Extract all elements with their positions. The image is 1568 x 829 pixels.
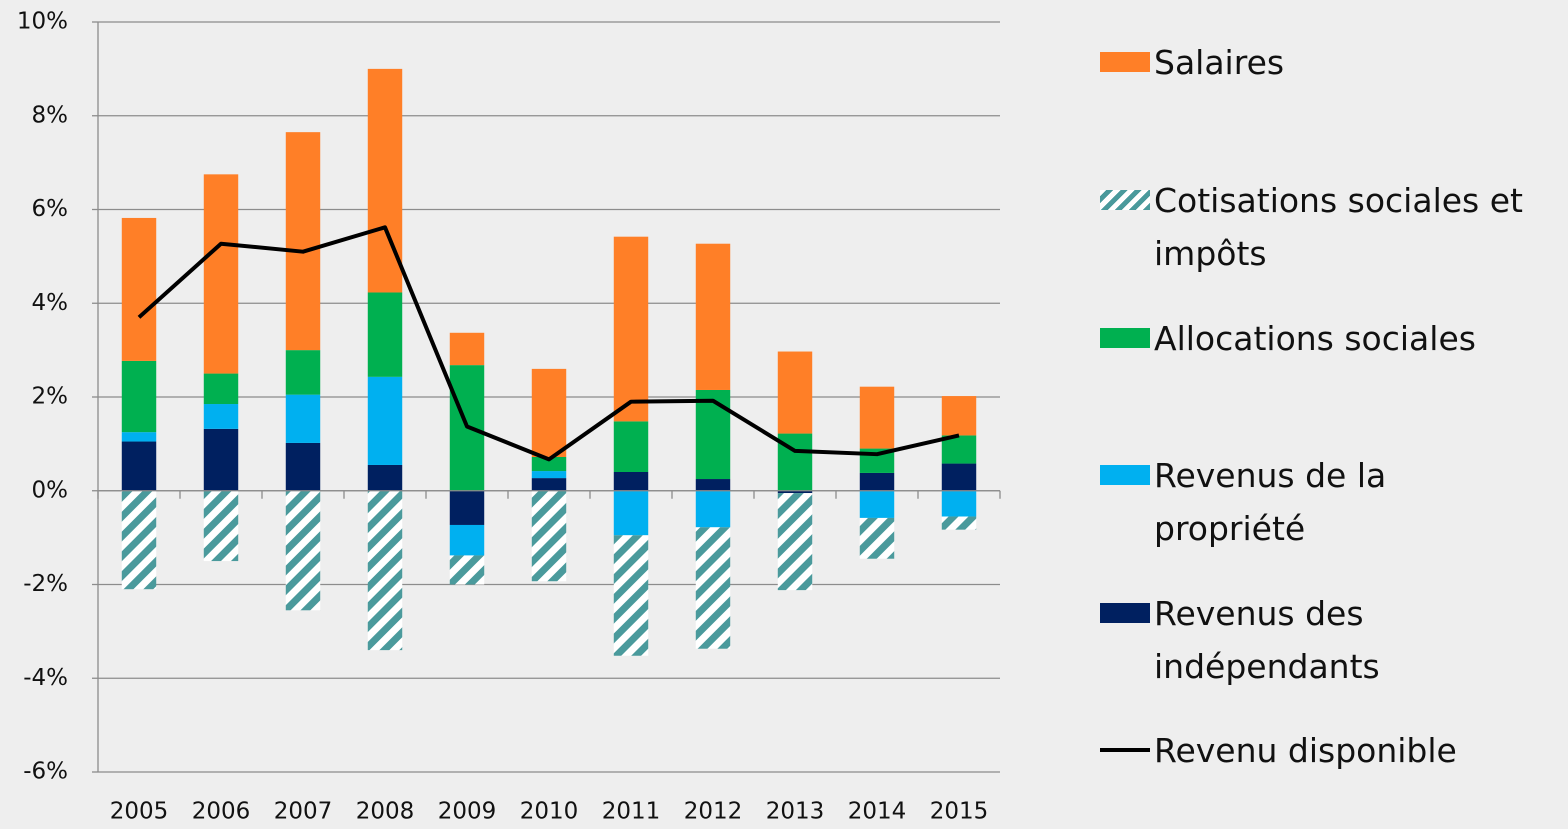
legend-entry: Revenus de la propriété <box>1100 449 1414 555</box>
bar-segment <box>121 432 157 442</box>
y-tick-label: 8% <box>32 102 69 128</box>
legend-entry: Revenu disponible <box>1100 724 1534 777</box>
bar-segment <box>531 368 567 457</box>
bar-segment <box>121 490 157 590</box>
x-tick-label: 2006 <box>192 799 251 825</box>
legend-entry: Cotisations sociales et impôts <box>1100 174 1554 280</box>
legend-label: Revenus de la propriété <box>1154 456 1387 548</box>
x-tick-label: 2009 <box>438 799 497 825</box>
legend-swatch <box>1100 52 1150 72</box>
bar-segment <box>777 351 813 434</box>
x-tick-label: 2015 <box>930 799 989 825</box>
bar-segment <box>531 490 567 582</box>
bar-segment <box>613 421 649 472</box>
legend-swatch <box>1100 190 1150 210</box>
bar-segment <box>941 516 977 530</box>
chart: -6% -4% -2% 0% 2% 4% 6% 8% 10% 2005 2006 2007 2008 20… <box>17 9 1001 825</box>
bar-segment <box>695 479 731 491</box>
bar-segment <box>367 376 403 465</box>
y-tick-label: 4% <box>32 290 69 316</box>
bar-segment <box>695 490 731 528</box>
bar-segment <box>859 517 895 559</box>
bar-segment <box>285 132 321 351</box>
bar-segment <box>203 373 239 405</box>
x-tick-label: 2008 <box>356 799 415 825</box>
x-tick-label: 2011 <box>602 799 661 825</box>
bar-segment <box>941 435 977 464</box>
bar-segment <box>613 236 649 422</box>
bar-segment <box>203 428 239 491</box>
x-tick-label: 2013 <box>766 799 825 825</box>
bar-segment <box>449 555 485 585</box>
y-tick-label: 2% <box>32 384 69 410</box>
bar-segment <box>777 493 813 591</box>
bar-segment <box>449 332 485 366</box>
legend-label: Revenus des indépendants <box>1154 594 1380 686</box>
legend-entry: Allocations sociales <box>1100 312 1534 365</box>
legend: Salaires Cotisations sociales et impôts Al… <box>1100 0 1568 829</box>
bar-segment <box>695 527 731 649</box>
legend-swatch <box>1100 603 1150 623</box>
legend-label: Salaires <box>1154 43 1285 82</box>
legend-swatch <box>1100 465 1150 485</box>
x-tick-label: 2007 <box>274 799 333 825</box>
bar-segment <box>367 292 403 377</box>
y-tick-label: -6% <box>23 759 68 785</box>
bar-segment <box>367 490 403 651</box>
bar-segment <box>285 394 321 443</box>
bar-segment <box>859 490 895 518</box>
bar-segment <box>695 243 731 390</box>
y-tick-label: 10% <box>17 9 68 35</box>
legend-label: Allocations sociales <box>1154 319 1476 358</box>
legend-label: Revenu disponible <box>1154 731 1457 770</box>
bar-segment <box>203 490 239 562</box>
line-series <box>137 225 960 462</box>
bar-segment <box>859 386 895 449</box>
bar-segment <box>941 490 977 517</box>
legend-swatch <box>1100 748 1150 752</box>
bar-segment <box>613 490 649 536</box>
y-tick-label: -4% <box>23 665 68 691</box>
bar-segment <box>941 396 977 436</box>
bar-segment <box>531 478 567 491</box>
bar-segment <box>367 464 403 491</box>
bar-segment <box>941 463 977 491</box>
y-tick-label: 6% <box>32 196 69 222</box>
bar-segment <box>449 490 485 525</box>
bar-segment <box>449 524 485 556</box>
x-tick-label: 2005 <box>110 799 169 825</box>
bar-segment <box>695 389 731 480</box>
bar-segment <box>121 360 157 433</box>
x-tick-label: 2014 <box>848 799 907 825</box>
y-tick-label: 0% <box>32 477 69 503</box>
bar-segment <box>285 442 321 491</box>
bar-segment <box>613 472 649 491</box>
y-tick-label: -2% <box>23 571 68 597</box>
bar-segment <box>613 535 649 656</box>
bar-segment <box>121 441 157 491</box>
legend-swatch <box>1100 328 1150 348</box>
x-tick-label: 2010 <box>520 799 579 825</box>
legend-label: Cotisations sociales et impôts <box>1154 181 1523 273</box>
bar-segment <box>121 217 157 361</box>
legend-entry: Revenus des indépendants <box>1100 587 1414 693</box>
bar-segment <box>777 490 813 494</box>
bar-segment <box>859 472 895 491</box>
bar-segment <box>531 471 567 479</box>
bar-segment <box>531 457 567 472</box>
bar-segment <box>203 174 239 374</box>
bar-segment <box>203 404 239 429</box>
bar-segment <box>285 490 321 611</box>
x-tick-label: 2012 <box>684 799 743 825</box>
legend-entry: Salaires <box>1100 36 1534 89</box>
bar-segment <box>285 350 321 395</box>
